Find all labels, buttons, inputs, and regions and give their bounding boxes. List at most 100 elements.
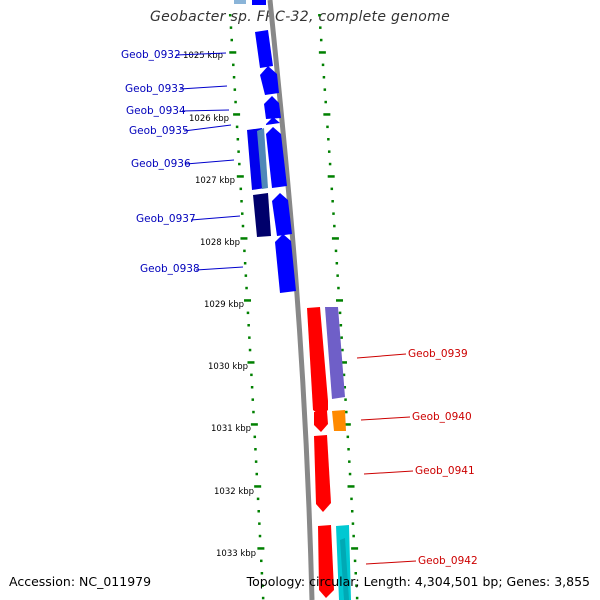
major-tick: [236, 175, 244, 178]
gene-arrow[interactable]: [275, 234, 296, 293]
gene-arrow[interactable]: [234, 0, 246, 4]
tick-label: 1026 kbp: [189, 114, 229, 124]
minor-tick: [319, 38, 323, 42]
minor-tick: [322, 76, 326, 79]
minor-tick: [248, 336, 251, 339]
minor-tick: [256, 497, 260, 501]
gene-arrow[interactable]: [255, 30, 273, 68]
minor-tick: [319, 26, 322, 29]
gene-arrow[interactable]: [253, 193, 271, 237]
gene-arrow[interactable]: [314, 435, 331, 512]
major-tick: [247, 361, 255, 364]
minor-tick: [257, 510, 260, 513]
minor-tick: [328, 162, 332, 166]
gene-arrow[interactable]: [260, 66, 279, 95]
minor-tick: [343, 386, 347, 389]
gene-arrow[interactable]: [264, 96, 281, 119]
major-tick: [351, 547, 359, 550]
gene-label-geob-0932[interactable]: Geob_0932: [121, 49, 181, 61]
minor-tick: [241, 224, 245, 228]
gene-label-geob-0936[interactable]: Geob_0936: [131, 158, 191, 170]
minor-tick: [243, 249, 246, 253]
minor-tick: [321, 63, 325, 67]
minor-tick: [247, 324, 250, 327]
minor-tick: [254, 448, 257, 451]
gene-arrow[interactable]: [257, 128, 268, 189]
minor-tick: [348, 460, 351, 463]
topology-text: Topology: circular; Length: 4,304,501 bp…: [246, 574, 590, 589]
minor-tick: [340, 336, 343, 339]
minor-tick: [342, 373, 346, 377]
minor-tick: [254, 460, 258, 463]
gene-arrow[interactable]: [314, 411, 328, 432]
right-tick-track: [318, 14, 359, 600]
major-tick: [318, 51, 326, 54]
major-tick: [244, 299, 252, 302]
major-tick: [254, 485, 262, 488]
minor-tick: [230, 38, 234, 42]
minor-tick: [348, 472, 352, 476]
minor-tick: [354, 572, 358, 575]
gene-label-geob-0940[interactable]: Geob_0940: [412, 411, 472, 423]
gene-label-geob-0939[interactable]: Geob_0939: [408, 348, 468, 360]
major-tick: [250, 423, 258, 426]
gene-label-geob-0933[interactable]: Geob_0933: [125, 83, 185, 95]
minor-tick: [333, 224, 336, 228]
gene-arrow[interactable]: [340, 538, 349, 600]
minor-tick: [332, 212, 335, 215]
minor-tick: [344, 398, 347, 401]
minor-tick: [235, 125, 239, 129]
gene-label-geob-0934[interactable]: Geob_0934: [126, 105, 186, 117]
minor-tick: [237, 150, 240, 153]
major-tick: [339, 361, 347, 364]
minor-tick: [352, 534, 355, 538]
left-tick-track: [228, 14, 265, 600]
major-tick: [240, 237, 248, 240]
minor-tick: [232, 76, 236, 79]
gene-label-geob-0942[interactable]: Geob_0942: [418, 555, 478, 567]
minor-tick: [233, 88, 237, 91]
minor-tick: [350, 497, 353, 501]
minor-tick: [330, 187, 334, 191]
scale-labels: 1025 kbp 1026 kbp 1027 kbp 1028 kbp 1029…: [183, 51, 256, 559]
gene-arrow[interactable]: [332, 410, 346, 431]
gene-arrow[interactable]: [318, 525, 334, 598]
major-tick: [331, 237, 339, 240]
gene-arrow[interactable]: [252, 0, 266, 5]
major-tick: [343, 423, 351, 426]
minor-tick: [326, 125, 329, 129]
minor-tick: [345, 410, 348, 414]
minor-tick: [240, 200, 243, 203]
minor-tick: [331, 200, 334, 203]
major-tick: [327, 175, 335, 178]
gene-label-geob-0941[interactable]: Geob_0941: [415, 465, 475, 477]
gene-label-geob-0935[interactable]: Geob_0935: [129, 125, 189, 137]
gene-label-geob-0938[interactable]: Geob_0938: [140, 263, 200, 275]
minor-tick: [355, 584, 358, 587]
minor-tick: [341, 348, 344, 352]
minor-tick: [261, 584, 264, 587]
gene-arrow[interactable]: [266, 127, 287, 188]
minor-tick: [229, 26, 233, 29]
tick-label: 1033 kbp: [216, 549, 256, 559]
minor-tick: [327, 138, 330, 141]
minor-tick: [243, 262, 247, 265]
minor-tick: [232, 63, 235, 67]
major-tick: [233, 113, 241, 116]
minor-tick: [324, 100, 327, 104]
minor-tick: [346, 435, 350, 439]
minor-tick: [336, 274, 339, 277]
forward-strand-genes: [307, 307, 351, 600]
minor-tick: [323, 88, 327, 91]
major-tick: [336, 299, 344, 302]
gene-arrow[interactable]: [266, 117, 280, 125]
minor-tick: [244, 274, 248, 277]
gene-arrow[interactable]: [272, 193, 292, 236]
gene-arrow[interactable]: [325, 307, 345, 399]
gene-label-geob-0937[interactable]: Geob_0937: [136, 213, 196, 225]
minor-tick: [337, 286, 340, 290]
tick-label: 1030 kbp: [208, 362, 248, 372]
gene-arrow[interactable]: [307, 307, 328, 416]
